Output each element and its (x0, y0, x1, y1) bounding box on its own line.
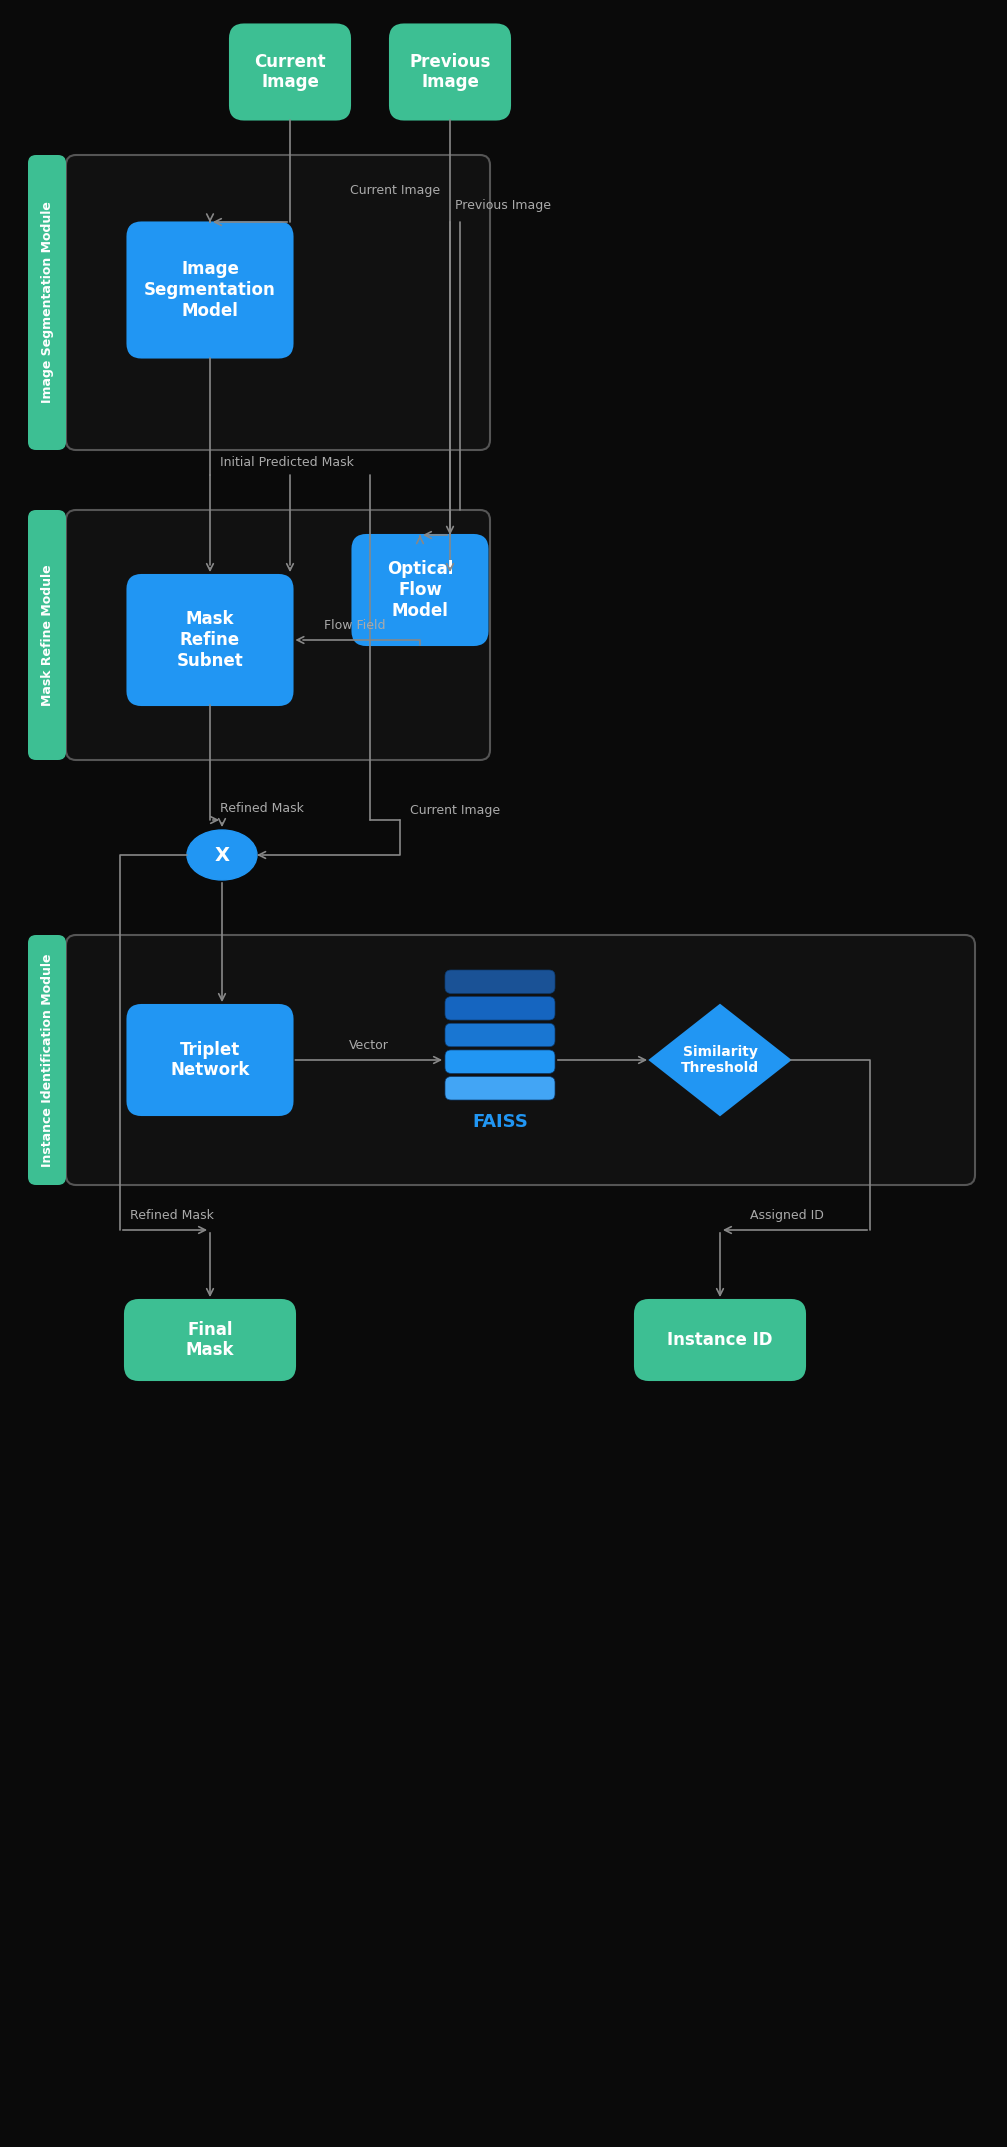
Text: FAISS: FAISS (472, 1112, 528, 1131)
FancyBboxPatch shape (445, 970, 555, 994)
Text: Flow Field: Flow Field (323, 618, 385, 631)
Ellipse shape (187, 831, 257, 880)
Text: Instance ID: Instance ID (668, 1331, 772, 1348)
FancyBboxPatch shape (28, 155, 66, 451)
FancyBboxPatch shape (128, 1005, 292, 1114)
Text: Instance Identification Module: Instance Identification Module (40, 953, 53, 1166)
Text: Image
Segmentation
Model: Image Segmentation Model (144, 260, 276, 320)
FancyBboxPatch shape (445, 1050, 555, 1074)
Text: Refined Mask: Refined Mask (130, 1209, 213, 1222)
FancyBboxPatch shape (445, 1024, 555, 1048)
Text: Current
Image: Current Image (254, 52, 326, 92)
FancyBboxPatch shape (125, 1299, 295, 1381)
Text: Similarity
Threshold: Similarity Threshold (681, 1046, 759, 1076)
Text: Current Image: Current Image (350, 182, 440, 198)
FancyBboxPatch shape (352, 535, 487, 644)
Text: Final
Mask: Final Mask (185, 1320, 235, 1359)
Text: Refined Mask: Refined Mask (220, 801, 304, 814)
FancyBboxPatch shape (66, 155, 490, 451)
Text: Triplet
Network: Triplet Network (170, 1041, 250, 1080)
FancyBboxPatch shape (230, 24, 350, 120)
Text: Assigned ID: Assigned ID (750, 1209, 824, 1222)
Text: Vector: Vector (348, 1039, 389, 1052)
Text: Mask Refine Module: Mask Refine Module (40, 565, 53, 706)
FancyBboxPatch shape (445, 1076, 555, 1099)
Text: Initial Predicted Mask: Initial Predicted Mask (220, 455, 353, 468)
FancyBboxPatch shape (28, 934, 66, 1185)
FancyBboxPatch shape (390, 24, 510, 120)
Text: X: X (214, 846, 230, 865)
Text: Image Segmentation Module: Image Segmentation Module (40, 202, 53, 404)
FancyBboxPatch shape (66, 934, 975, 1185)
FancyBboxPatch shape (28, 511, 66, 760)
Text: Current Image: Current Image (410, 803, 500, 816)
Text: Optical
Flow
Model: Optical Flow Model (387, 560, 453, 620)
Text: Mask
Refine
Subnet: Mask Refine Subnet (176, 610, 244, 670)
FancyBboxPatch shape (635, 1299, 805, 1381)
FancyBboxPatch shape (128, 223, 292, 359)
Polygon shape (650, 1005, 790, 1114)
FancyBboxPatch shape (128, 575, 292, 704)
Text: Previous Image: Previous Image (455, 198, 551, 213)
FancyBboxPatch shape (66, 511, 490, 760)
Text: Previous
Image: Previous Image (409, 52, 490, 92)
FancyBboxPatch shape (445, 996, 555, 1020)
